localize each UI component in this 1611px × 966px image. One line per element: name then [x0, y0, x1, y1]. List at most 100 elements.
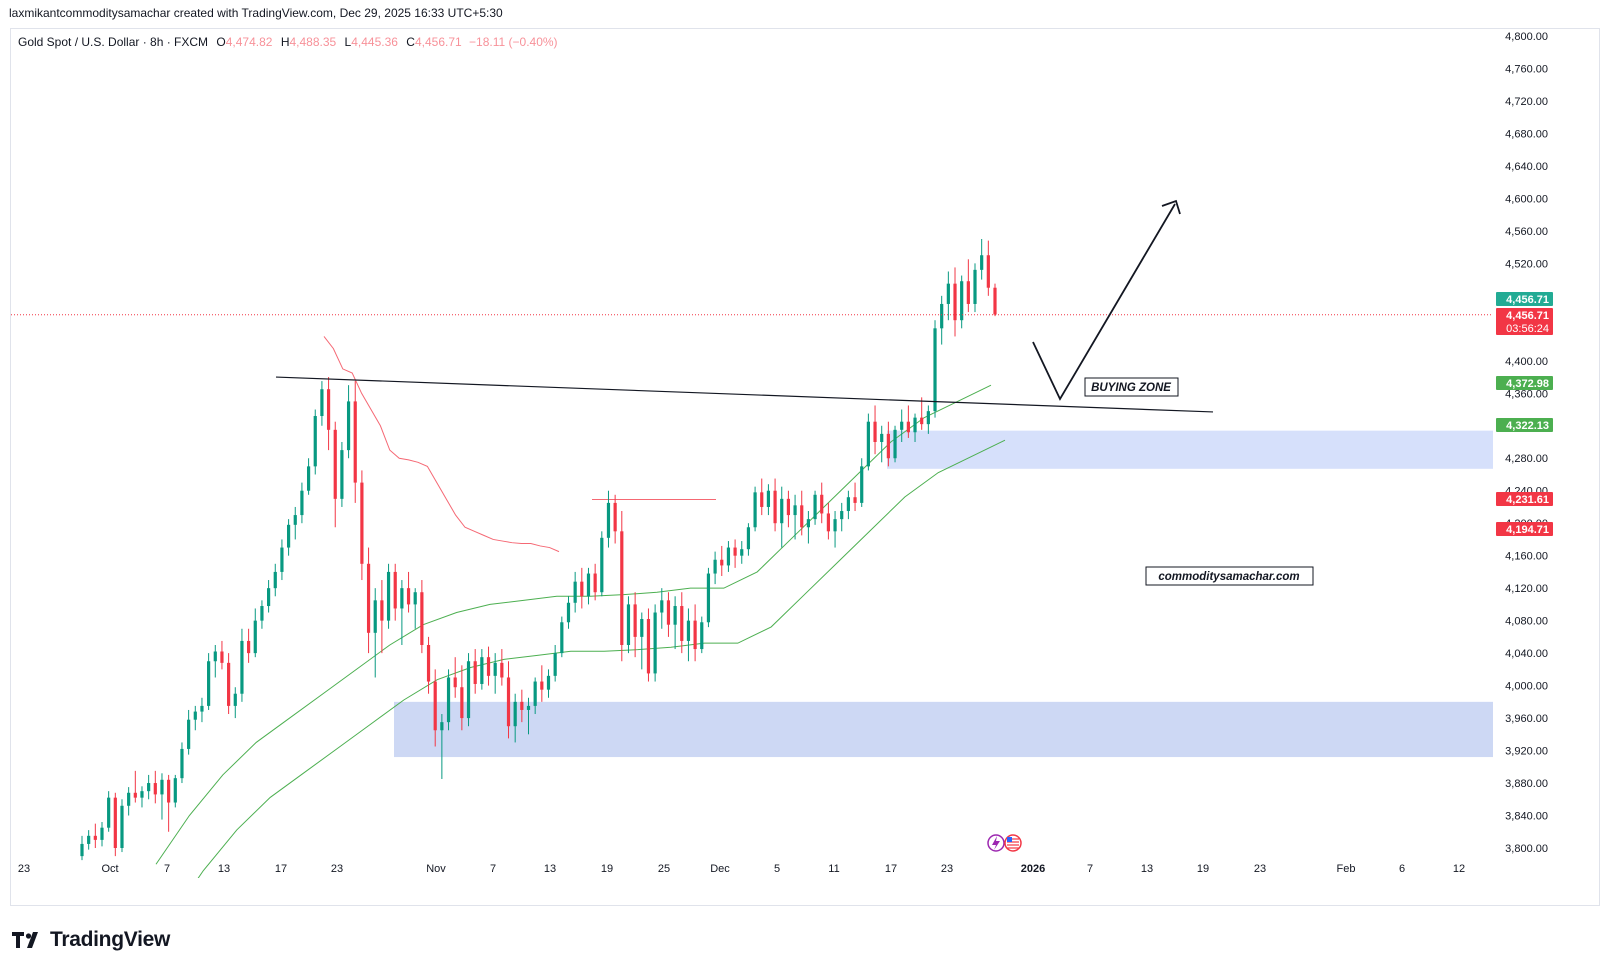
candle-body: [566, 602, 571, 623]
candle-body: [127, 792, 131, 806]
candle: [193, 705, 197, 731]
symbol-legend[interactable]: Gold Spot / U.S. Dollar · 8h · FXCM O4,4…: [18, 35, 558, 49]
candle-body: [413, 592, 417, 605]
candle: [853, 482, 857, 512]
candle: [866, 413, 870, 471]
candle: [486, 646, 491, 686]
x-axis-tick-label: 19: [1197, 863, 1209, 875]
price-tag-teal: [1496, 292, 1553, 306]
candle-body: [833, 519, 837, 532]
candle: [520, 689, 524, 723]
candle: [500, 649, 504, 686]
candle-body: [340, 450, 344, 499]
candle-body: [480, 657, 484, 684]
candle: [620, 511, 624, 662]
candle-body: [653, 612, 657, 674]
candle-body: [520, 701, 524, 710]
candle-body: [606, 502, 611, 538]
x-axis-tick-label: Dec: [710, 863, 730, 875]
candle-body: [660, 600, 664, 613]
y-axis-tick-label: 4,680.00: [1505, 128, 1548, 140]
candle: [926, 405, 930, 434]
countdown-label: 03:56:24: [1506, 323, 1549, 335]
tradingview-brand[interactable]: TradingView: [12, 928, 170, 952]
candle: [253, 608, 257, 658]
candle-body: [986, 255, 990, 288]
candle-body: [700, 622, 704, 650]
y-axis-tick-label: 4,760.00: [1505, 63, 1548, 75]
candle: [580, 567, 584, 609]
candle: [286, 519, 291, 556]
candle: [606, 490, 611, 548]
candle-body: [746, 527, 751, 550]
candle: [886, 421, 890, 467]
candle: [900, 409, 904, 442]
candle-body: [500, 662, 504, 678]
price-tag-red: [1496, 492, 1553, 506]
candle: [80, 835, 84, 861]
demand-zone: [394, 701, 1493, 758]
candle: [746, 523, 751, 556]
tradingview-logo-icon: [12, 932, 38, 948]
candle-body: [873, 421, 877, 442]
candle: [686, 608, 691, 662]
candle: [646, 608, 651, 682]
high-value: 4,488.35: [289, 35, 337, 49]
x-axis-tick-label: 17: [275, 863, 287, 875]
symbol-name[interactable]: Gold Spot / U.S. Dollar · 8h · FXCM: [18, 35, 209, 49]
candle-body: [227, 662, 231, 706]
candle-body: [506, 677, 511, 727]
candle-body: [260, 606, 264, 621]
x-axis-tick-label: 23: [941, 863, 953, 875]
candle-body: [100, 827, 104, 840]
candle-body: [393, 571, 397, 609]
lightning-bolt-icon: [992, 836, 1000, 850]
event-icons[interactable]: [987, 834, 1022, 852]
candle-body: [386, 571, 391, 621]
x-axis-tick-label: Nov: [426, 863, 446, 875]
x-axis-tick-label: 7: [1087, 863, 1093, 875]
candle-body: [207, 661, 211, 706]
candle-body: [360, 482, 364, 564]
candle: [946, 271, 950, 321]
candle: [87, 830, 91, 850]
candle: [247, 628, 251, 663]
projection-arrow: [1032, 203, 1176, 401]
candle-body: [373, 600, 377, 633]
price-tag-label: 4,456.71: [1506, 310, 1549, 322]
candle: [200, 697, 204, 723]
y-axis-tick-label: 3,840.00: [1505, 811, 1548, 823]
candle: [693, 604, 697, 662]
candle-body: [253, 620, 257, 654]
candle: [813, 490, 817, 525]
candle-body: [526, 705, 531, 710]
candle-body: [640, 619, 644, 637]
candle: [446, 669, 451, 731]
high-label: H: [280, 35, 290, 49]
demand-zone: [887, 430, 1493, 469]
candle-body: [760, 492, 764, 507]
price-tag-label: 4,372.98: [1506, 378, 1549, 390]
y-axis-tick-label: 4,400.00: [1505, 356, 1548, 368]
candle-body: [120, 805, 124, 848]
candle: [386, 563, 391, 629]
candle-body: [473, 661, 477, 684]
candle: [626, 596, 631, 654]
candle-body: [193, 711, 197, 720]
candle: [280, 539, 284, 581]
candle: [506, 661, 511, 739]
candle-body: [893, 429, 897, 459]
close-label: C: [406, 35, 415, 49]
candle: [780, 486, 784, 548]
candle-body: [920, 417, 924, 425]
price-tag-red: [1496, 522, 1553, 536]
candle-body: [286, 524, 291, 548]
candle: [373, 588, 377, 678]
candle-body: [860, 466, 864, 503]
candle: [440, 714, 444, 779]
candle-body: [533, 681, 537, 706]
candle-body: [853, 497, 857, 503]
candle: [313, 409, 317, 475]
buying-zone-label: BUYING ZONE: [1091, 382, 1171, 394]
